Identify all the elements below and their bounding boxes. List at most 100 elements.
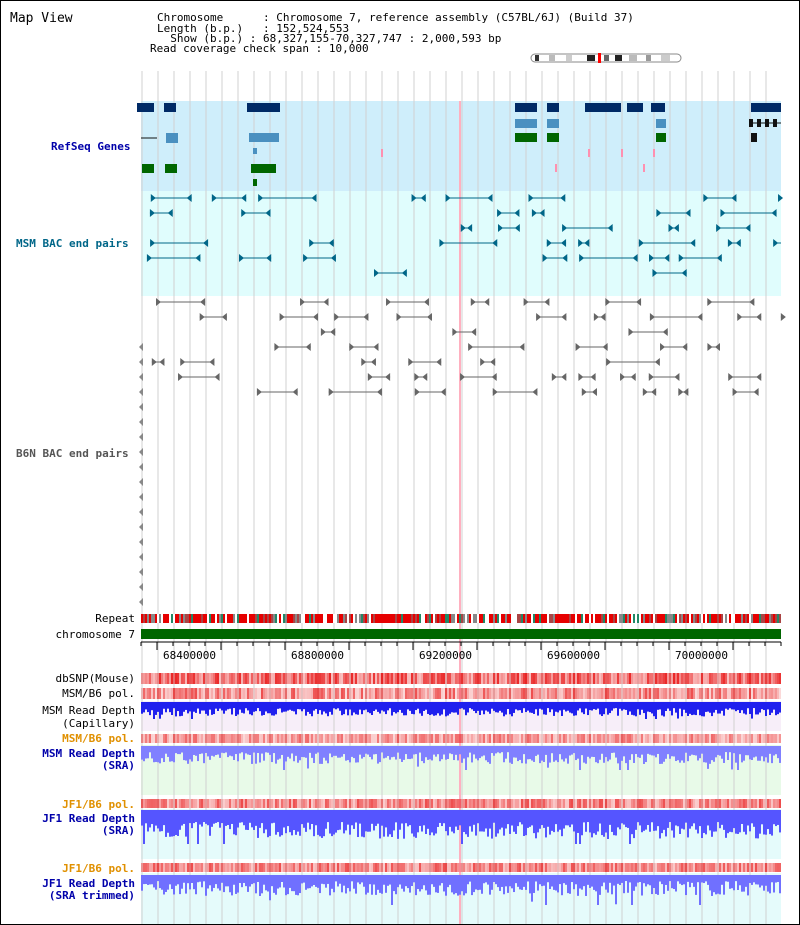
polymorphism-cell [541,799,543,808]
polymorphism-cell [777,673,779,684]
polymorphism-cell [709,673,711,684]
polymorphism-cell [265,734,267,743]
polymorphism-cell [635,673,637,684]
read-depth-bar [377,746,379,764]
polymorphism-cell [751,673,753,684]
read-depth-bar [215,746,217,756]
polymorphism-cell [163,673,165,684]
track-label-msm-bac[interactable]: MSM BAC end pairs [16,237,129,250]
polymorphism-cell [379,688,381,699]
polymorphism-cell [777,863,779,872]
read-depth-bar [695,702,697,716]
read-depth-bar [581,746,583,756]
read-depth-bar [323,702,325,712]
polymorphism-cell [549,734,551,743]
read-depth-bar [385,810,387,828]
polymorphism-cell [689,799,691,808]
bac-end-marker [311,194,317,202]
polymorphism-cell [477,863,479,872]
repeat-segment [423,614,425,623]
read-depth-bar [239,875,241,884]
polymorphism-cell [759,734,761,743]
bac-end-marker [593,313,599,321]
polymorphism-cell [697,734,699,743]
read-depth-bar [495,702,497,713]
polymorphism-cell [699,799,701,808]
read-depth-bar [433,810,435,836]
polymorphism-cell [333,799,335,808]
polymorphism-cell [331,673,333,684]
polymorphism-cell [313,688,315,699]
read-depth-bar [751,746,753,761]
polymorphism-cell [439,688,441,699]
bac-end-marker [487,194,493,202]
polymorphism-cell [723,863,725,872]
read-depth-bar [311,746,313,758]
polymorphism-cell [435,734,437,743]
read-depth-bar [675,810,677,826]
read-depth-bar [615,746,617,758]
polymorphism-cell [409,734,411,743]
polymorphism-cell [661,799,663,808]
read-depth-bar [183,702,185,712]
polymorphism-cell [639,863,641,872]
read-depth-bar [631,746,633,755]
polymorphism-cell [605,863,607,872]
polymorphism-cell [551,799,553,808]
polymorphism-cell [333,673,335,684]
polymorphism-cell [385,688,387,699]
polymorphism-cell [175,863,177,872]
repeat-segment [259,614,261,623]
polymorphism-cell [367,688,369,699]
read-depth-bar [163,810,165,826]
polymorphism-cell [251,799,253,808]
polymorphism-cell [629,799,631,808]
polymorphism-cell [693,863,695,872]
polymorphism-cell [177,799,179,808]
polymorphism-cell [453,863,455,872]
read-depth-bar [331,875,333,889]
read-depth-bar [569,875,571,894]
track-label-refseq[interactable]: RefSeq Genes [51,140,131,153]
read-depth-bar [597,702,599,709]
read-depth-bar [465,746,467,770]
polymorphism-cell [491,673,493,684]
polymorphism-cell [609,688,611,699]
polymorphism-cell [725,688,727,699]
polymorphism-cell [421,673,423,684]
read-depth-bar [579,746,581,770]
polymorphism-cell [229,863,231,872]
read-depth-bar [701,810,703,839]
polymorphism-cell [743,734,745,743]
read-depth-bar [245,810,247,830]
repeat-segment [631,614,633,623]
read-depth-bar [427,875,429,895]
read-depth-bar [259,746,261,763]
read-depth-bar [497,702,499,713]
read-depth-bar [467,875,469,885]
read-depth-bar [755,875,757,885]
bac-end-marker [139,553,143,561]
read-depth-bar [377,875,379,890]
read-depth-bar [703,746,705,763]
read-depth-bar [593,702,595,710]
polymorphism-cell [437,863,439,872]
polymorphism-cell [289,688,291,699]
read-depth-bar [353,875,355,889]
track-label-b6n-bac[interactable]: B6N BAC end pairs [16,447,129,460]
repeat-segment [187,614,189,623]
repeat-segment [477,614,479,623]
bac-end-marker [396,313,402,321]
read-depth-bar [559,875,561,885]
polymorphism-cell [759,673,761,684]
polymorphism-cell [259,688,261,699]
polymorphism-cell [511,688,513,699]
polymorphism-cell [229,734,231,743]
polymorphism-cell [625,734,627,743]
polymorphism-cell [493,734,495,743]
read-depth-bar [399,702,401,710]
polymorphism-cell [337,688,339,699]
polymorphism-cell [307,688,309,699]
polymorphism-cell [507,673,509,684]
